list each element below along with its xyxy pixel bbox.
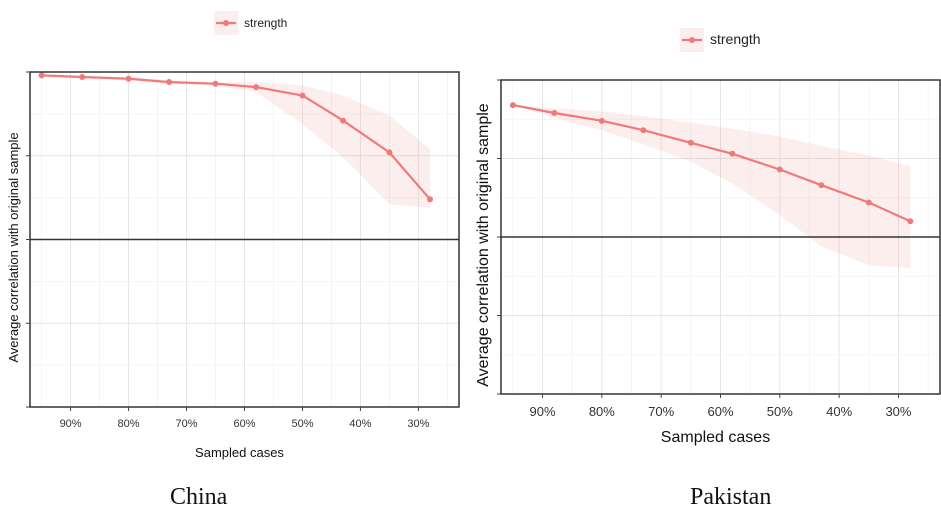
x-axis-title: Sampled cases bbox=[195, 445, 284, 460]
legend-key-point bbox=[689, 37, 695, 43]
x-tick-label: 70% bbox=[176, 418, 198, 430]
data-point bbox=[598, 117, 605, 124]
data-point bbox=[776, 166, 783, 173]
data-point bbox=[729, 150, 736, 157]
x-tick-label: 50% bbox=[767, 404, 793, 419]
x-tick-label: 60% bbox=[707, 404, 733, 419]
x-tick-label: 90% bbox=[60, 418, 82, 430]
data-point bbox=[166, 79, 173, 86]
data-point bbox=[212, 80, 219, 87]
x-tick-label: 40% bbox=[349, 418, 371, 430]
x-tick-label: 30% bbox=[885, 404, 911, 419]
legend-label-strength: strength bbox=[244, 16, 287, 30]
data-point bbox=[253, 84, 260, 91]
series-line-strength bbox=[512, 104, 911, 223]
data-point bbox=[79, 74, 86, 81]
legend-label-strength: strength bbox=[710, 31, 761, 47]
confidence-band bbox=[41, 75, 430, 208]
legend: strength bbox=[680, 28, 761, 52]
legend: strength bbox=[214, 11, 287, 35]
chart-panel-china: 90% 80% 70% 60% 50% 40% 30% Sampled cases Averag… bbox=[6, 11, 460, 460]
chart-panel-pakistan: 90% 80% 70% 60% 50% 40% 30% Sampled cases Averag… bbox=[475, 28, 941, 446]
x-tick-label: 80% bbox=[589, 404, 615, 419]
confidence-band bbox=[512, 105, 911, 269]
x-tick-label: 90% bbox=[530, 404, 556, 419]
x-axis-title: Sampled cases bbox=[661, 429, 770, 446]
data-point bbox=[509, 102, 516, 109]
data-point bbox=[907, 218, 914, 225]
data-point bbox=[125, 75, 132, 82]
data-point bbox=[340, 117, 347, 124]
y-axis-title: Average correlation with original sample bbox=[6, 132, 21, 362]
data-point bbox=[687, 139, 694, 146]
x-tick-label: 70% bbox=[648, 404, 674, 419]
legend-key-point bbox=[223, 20, 229, 26]
data-point bbox=[38, 72, 45, 79]
data-point bbox=[551, 109, 558, 116]
data-point bbox=[640, 127, 647, 134]
x-tick-label: 60% bbox=[233, 418, 255, 430]
x-tick-label: 50% bbox=[291, 418, 313, 430]
pakistan-caption: Pakistan bbox=[690, 484, 772, 510]
x-tick-label: 30% bbox=[407, 418, 429, 430]
data-point bbox=[299, 92, 306, 99]
data-point bbox=[386, 149, 393, 156]
y-axis-title: Average correlation with original sample bbox=[475, 103, 492, 387]
data-point bbox=[865, 199, 872, 206]
x-tick-label: 40% bbox=[826, 404, 852, 419]
data-point bbox=[427, 196, 434, 203]
series-line-strength bbox=[41, 74, 431, 201]
china-caption: China bbox=[170, 484, 228, 510]
x-tick-label: 80% bbox=[118, 418, 140, 430]
data-point bbox=[818, 182, 825, 189]
